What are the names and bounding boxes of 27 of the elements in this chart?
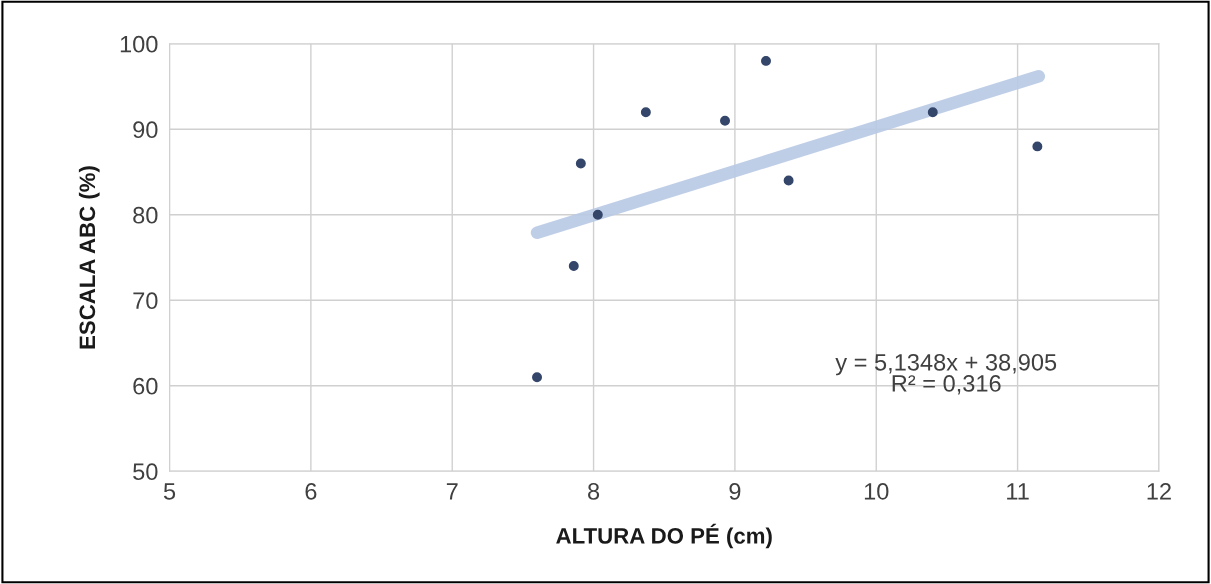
x-tick-label: 9 xyxy=(729,483,741,500)
point xyxy=(927,107,938,118)
x-tick-label: 5 xyxy=(163,483,176,500)
y-tick-label: 90 xyxy=(133,121,158,139)
point xyxy=(575,158,586,169)
point xyxy=(568,261,579,272)
point xyxy=(532,372,543,383)
x-tick-label: 11 xyxy=(1007,483,1029,500)
y-tick-label: 50 xyxy=(133,463,158,481)
x-tick-label: 12 xyxy=(1147,483,1171,500)
x-tick-label: 7 xyxy=(446,483,458,500)
x-tick-label: 8 xyxy=(588,483,600,500)
y-axis-title: ESCALA ABC (%) xyxy=(78,166,100,349)
x-tick-label: 6 xyxy=(305,483,317,500)
y-tick-label: 80 xyxy=(133,206,158,224)
y-tick-label: 100 xyxy=(120,35,158,53)
point xyxy=(1032,141,1043,152)
point xyxy=(720,115,730,126)
y-tick-label: 70 xyxy=(133,292,158,310)
x-axis-title: ALTURA DO PÉ (cm) xyxy=(556,523,772,549)
point xyxy=(592,209,603,220)
point xyxy=(761,55,771,66)
x-tick-label: 10 xyxy=(864,483,889,500)
point xyxy=(640,107,651,118)
y-tick-label: 60 xyxy=(133,377,158,395)
annotation: y = 5,1348x + 38,905 R² = 0,316 xyxy=(835,353,1057,395)
point xyxy=(783,175,794,186)
